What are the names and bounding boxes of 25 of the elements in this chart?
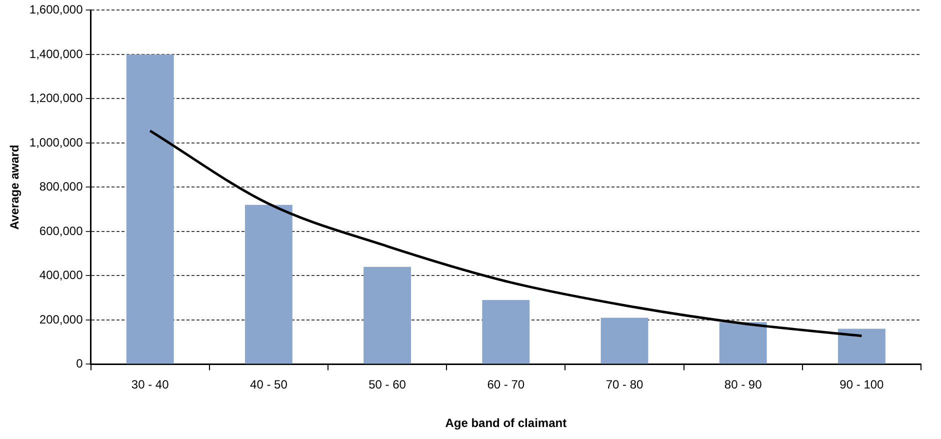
y-tick-label: 600,000 (39, 224, 84, 238)
x-axis-title: Age band of claimant (445, 416, 567, 430)
x-tick-label: 30 - 40 (131, 378, 170, 392)
y-tick-label: 200,000 (39, 312, 84, 326)
bar (364, 266, 412, 364)
y-tick-label: 1,400,000 (29, 46, 84, 61)
x-tick-label: 70 - 80 (606, 378, 644, 392)
bar (838, 328, 886, 364)
bar (719, 322, 767, 364)
y-tick-label: 1,000,000 (29, 135, 84, 150)
x-tick-label: 60 - 70 (487, 378, 525, 392)
bar (482, 300, 530, 364)
y-tick-label: 800,000 (39, 180, 84, 194)
bar (600, 318, 648, 364)
x-tick-label: 90 - 100 (840, 378, 884, 392)
x-tick-label: 80 - 90 (724, 378, 762, 392)
y-axis-title: Average award (8, 144, 22, 230)
y-tick-label: 1,200,000 (29, 91, 84, 106)
y-tick-label: 400,000 (39, 268, 84, 282)
bar (126, 54, 174, 364)
y-tick-label: 0 (76, 356, 84, 371)
y-tick-label: 1,600,000 (29, 2, 84, 17)
x-tick-label: 50 - 60 (368, 378, 406, 392)
x-tick-label: 40 - 50 (250, 378, 288, 392)
bar (244, 204, 292, 364)
